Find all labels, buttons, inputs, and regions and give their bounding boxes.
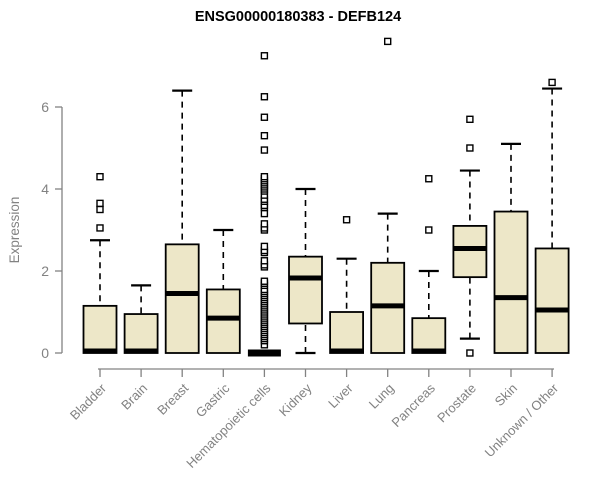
- box-rect: [164, 243, 200, 354]
- x-category-label: Prostate: [434, 381, 479, 426]
- box-rect: [82, 304, 118, 354]
- box-rect: [411, 317, 447, 354]
- x-category-label: Kidney: [276, 380, 315, 419]
- outlier-point: [96, 172, 104, 181]
- outlier-point: [260, 146, 269, 154]
- outlier-point: [96, 224, 104, 232]
- box-pancreas: [411, 175, 447, 354]
- x-category-label: Breast: [154, 380, 191, 417]
- x-category-label: Liver: [325, 380, 356, 411]
- outlier-point: [466, 144, 474, 152]
- outlier-point: [260, 257, 269, 265]
- box-liver: [329, 216, 365, 354]
- x-category-label: Unknown / Other: [482, 380, 562, 460]
- box-prostate: [452, 115, 488, 357]
- outlier-point: [342, 216, 351, 224]
- outlier-point: [260, 113, 269, 121]
- outlier-point: [425, 226, 433, 234]
- x-category-label: Gastric: [193, 380, 233, 420]
- outlier-point: [548, 78, 556, 87]
- chart-title: ENSG00000180383 - DEFB124: [195, 9, 401, 25]
- outlier-point: [260, 220, 269, 228]
- y-tick-label: 2: [41, 263, 49, 279]
- outlier-point: [466, 349, 474, 357]
- outlier-point: [260, 172, 269, 181]
- box-bladder: [82, 172, 118, 354]
- outlier-point: [425, 175, 433, 183]
- box-brain: [123, 284, 159, 354]
- outlier-point: [96, 205, 104, 214]
- x-category-label: Lung: [366, 381, 397, 412]
- box-hematopoietic-cells: [247, 52, 281, 357]
- outlier-point: [466, 115, 474, 124]
- outlier-point: [260, 209, 269, 218]
- outlier-point: [260, 52, 269, 60]
- outlier-point: [96, 199, 104, 208]
- box-skin: [493, 142, 529, 354]
- box-breast: [164, 89, 200, 354]
- outlier-point: [384, 37, 392, 46]
- box-rect: [452, 224, 488, 279]
- x-category-label: Skin: [492, 381, 520, 409]
- box-unknown-other: [534, 78, 570, 354]
- box-rect: [205, 288, 241, 354]
- y-axis-title: Expression: [7, 197, 22, 264]
- y-tick-label: 4: [41, 181, 49, 197]
- x-category-label: Pancreas: [388, 380, 438, 430]
- outlier-point: [260, 93, 269, 101]
- outlier-point: [260, 131, 269, 140]
- box-gastric: [205, 228, 241, 354]
- outlier-point: [260, 242, 269, 251]
- x-category-label: Brain: [118, 381, 150, 413]
- y-tick-label: 0: [41, 345, 49, 361]
- box-kidney: [288, 187, 323, 355]
- y-tick-label: 6: [41, 99, 49, 115]
- box-rect: [534, 247, 570, 354]
- x-category-label: Bladder: [67, 380, 110, 423]
- box-lung: [370, 37, 406, 354]
- outlier-point: [260, 277, 269, 285]
- box-rect: [493, 210, 529, 354]
- box-rect: [329, 311, 365, 354]
- collapsed-box-median-bar: [247, 349, 281, 357]
- box-rect: [288, 255, 323, 325]
- box-rect: [123, 313, 159, 354]
